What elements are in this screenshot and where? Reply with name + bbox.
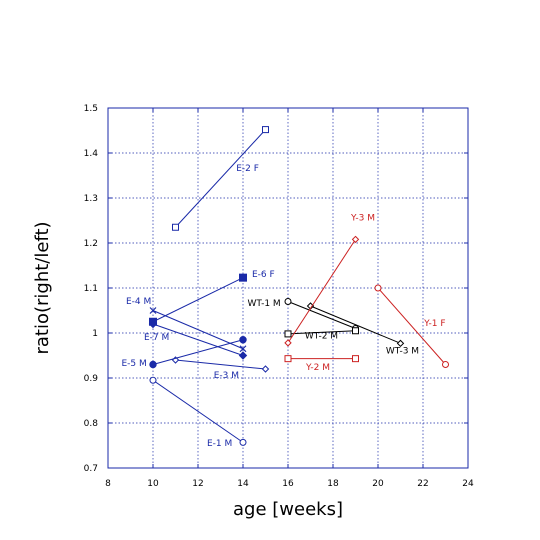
series-e-5-m bbox=[149, 336, 247, 369]
y-tick-label: 1 bbox=[92, 329, 98, 339]
series-annotation: Y-1 F bbox=[423, 319, 445, 329]
x-tick-label: 24 bbox=[462, 479, 474, 489]
y-tick-label: 1.3 bbox=[84, 194, 98, 204]
data-point bbox=[149, 376, 157, 384]
annotations-layer: E-2 F E-6 F E-4 M E-7 M E-5 M E-3 M E-1 M WT-1 … bbox=[122, 164, 446, 449]
data-point bbox=[284, 298, 292, 305]
x-tick-label: 16 bbox=[282, 479, 294, 489]
series-y-2-m bbox=[284, 355, 359, 363]
y-tick-label: 0.7 bbox=[84, 464, 98, 474]
data-point bbox=[284, 355, 292, 363]
data-point bbox=[239, 336, 247, 344]
x-tick-label: 14 bbox=[237, 479, 249, 489]
data-point bbox=[149, 307, 157, 314]
series-line bbox=[152, 277, 244, 323]
series-annotation: WT-3 M bbox=[386, 347, 419, 357]
series-layer bbox=[148, 126, 449, 446]
data-point bbox=[239, 345, 247, 353]
series-line bbox=[175, 129, 266, 228]
series-annotation: WT-1 M bbox=[248, 299, 281, 309]
x-tick-label: 22 bbox=[417, 479, 428, 489]
series-annotation: Y-3 M bbox=[350, 214, 375, 224]
data-point bbox=[172, 223, 179, 231]
series-e-7-m bbox=[148, 319, 248, 360]
series-line bbox=[152, 339, 244, 365]
y-tick-label: 1.5 bbox=[84, 104, 98, 114]
data-point bbox=[149, 360, 157, 369]
data-point bbox=[262, 126, 269, 134]
x-tick-label: 10 bbox=[147, 479, 159, 489]
axis-ticks: 8 10 12 14 16 18 20 22 24 0.7 0.8 0.9 1 1.1 1.2 1.3 1.4 1… bbox=[84, 104, 474, 489]
series-line bbox=[310, 305, 401, 344]
grid bbox=[108, 108, 468, 468]
data-point bbox=[239, 438, 247, 446]
series-e-2-f bbox=[172, 126, 269, 231]
series-annotation: E-1 M bbox=[207, 439, 232, 449]
series-line bbox=[377, 287, 446, 365]
data-point bbox=[396, 339, 405, 348]
data-point bbox=[352, 327, 359, 335]
series-line bbox=[287, 301, 356, 329]
data-point bbox=[284, 339, 292, 347]
data-point bbox=[351, 235, 360, 244]
series-annotation: Y-2 M bbox=[305, 363, 330, 373]
series-annotation: E-7 M bbox=[144, 333, 169, 343]
x-tick-label: 8 bbox=[105, 479, 111, 489]
series-line bbox=[152, 310, 244, 350]
series-e-4-m bbox=[149, 307, 247, 353]
series-wt-1-m bbox=[284, 298, 359, 332]
y-tick-label: 1.4 bbox=[84, 149, 99, 159]
series-e-1-m bbox=[149, 376, 247, 446]
x-axis-label: age [weeks] bbox=[233, 499, 343, 520]
series-annotation: WT-2 M bbox=[305, 331, 338, 341]
y-tick-label: 1.2 bbox=[84, 239, 98, 249]
series-annotation: E-3 M bbox=[214, 371, 239, 381]
series-line bbox=[175, 359, 266, 370]
series-line bbox=[287, 330, 356, 335]
series-annotation: E-4 M bbox=[126, 297, 151, 307]
data-point bbox=[261, 365, 270, 373]
series-annotation: E-6 F bbox=[252, 270, 275, 280]
x-tick-label: 20 bbox=[372, 479, 384, 489]
data-point bbox=[374, 284, 382, 292]
series-e-6-f bbox=[149, 273, 247, 326]
data-point bbox=[238, 351, 248, 360]
data-point bbox=[239, 273, 247, 282]
y-tick-label: 0.9 bbox=[84, 374, 99, 384]
y-axis-label: ratio(right/left) bbox=[32, 221, 53, 354]
series-line bbox=[152, 379, 244, 443]
series-y-3-m bbox=[284, 235, 360, 347]
series-y-1-f bbox=[374, 284, 449, 368]
data-point bbox=[284, 330, 292, 338]
series-annotation: E-5 M bbox=[122, 359, 147, 369]
series-annotation: E-2 F bbox=[236, 164, 259, 174]
data-point bbox=[148, 319, 158, 329]
series-line bbox=[287, 239, 356, 344]
series-wt-2-m bbox=[284, 327, 359, 338]
y-tick-label: 1.1 bbox=[84, 284, 98, 294]
y-tick-label: 0.8 bbox=[84, 419, 99, 429]
data-point bbox=[352, 355, 359, 363]
x-tick-label: 12 bbox=[192, 479, 203, 489]
data-point bbox=[442, 361, 449, 368]
x-tick-label: 18 bbox=[327, 479, 339, 489]
series-e-3-m bbox=[171, 356, 270, 373]
series-line bbox=[152, 323, 244, 356]
